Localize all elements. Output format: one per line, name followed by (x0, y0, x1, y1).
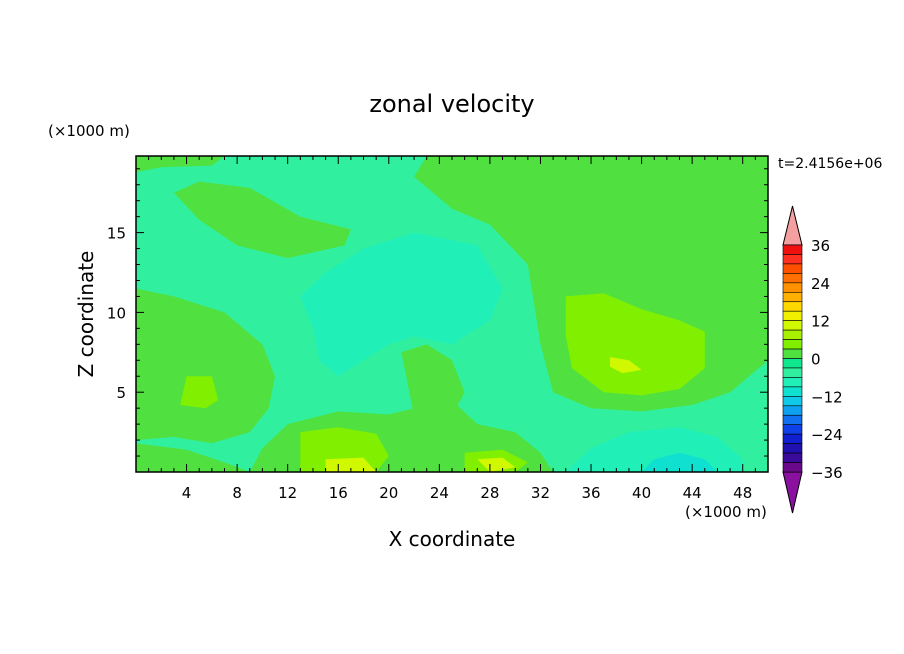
colorbar-tick-label: 12 (811, 313, 830, 331)
colorbar-swatch (782, 301, 803, 312)
contour-region-bottom-right-core-peak (477, 457, 516, 472)
time-label: t=2.4156e+06 (778, 156, 882, 172)
x-axis-label: X coordinate (389, 527, 516, 551)
colorbar-swatch (782, 433, 803, 444)
x-tick-label: 24 (430, 484, 449, 502)
colorbar-swatch (782, 339, 803, 350)
y-tick-label: 10 (107, 304, 126, 322)
y-tick-label: 15 (107, 225, 126, 243)
x-tick-label: 8 (232, 484, 242, 502)
x-tick-label: 44 (683, 484, 702, 502)
chart-title: zonal velocity (369, 90, 534, 118)
y-axis: 5 10 15 (107, 168, 768, 457)
colorbar-swatch (782, 377, 803, 388)
colorbar-under-arrow (782, 471, 803, 514)
colorbar-swatch (782, 273, 803, 284)
contour-region-bottom-left-positive (136, 443, 250, 472)
colorbar-swatch (782, 244, 803, 255)
colorbar-swatch (782, 367, 803, 378)
x-tick-label: 4 (182, 484, 192, 502)
colorbar-swatch (782, 329, 803, 340)
contour-field (136, 156, 768, 472)
x-tick-label: 12 (278, 484, 297, 502)
contour-region-upper-left-blob (173, 181, 351, 259)
contour-region-mid-column-positive (401, 344, 465, 417)
x-tick-label: 28 (480, 484, 499, 502)
colorbar-swatch (782, 405, 803, 416)
colorbar-swatch (782, 462, 803, 473)
colorbar-swatch (782, 443, 803, 454)
x-tick-label: 16 (329, 484, 348, 502)
colorbar-swatch (782, 320, 803, 331)
y-axis-label: Z coordinate (74, 251, 98, 378)
x-axis: 4 8 12 16 20 24 28 32 36 40 44 48 (148, 156, 756, 502)
contour-region-left-side-blob (136, 288, 275, 444)
colorbar-swatch (782, 452, 803, 463)
colorbar-tick-label: 0 (811, 351, 821, 369)
colorbar-swatch (782, 291, 803, 303)
colorbar-swatch (782, 282, 803, 293)
x-tick-label: 48 (733, 484, 752, 502)
colorbar-swatch (782, 254, 803, 265)
colorbar-swatch (782, 358, 803, 369)
colorbar-swatch (782, 414, 803, 426)
x-tick-label: 32 (531, 484, 550, 502)
colorbar-swatch (782, 386, 803, 397)
x-tick-label: 20 (379, 484, 398, 502)
colorbar-tick-label: 36 (811, 237, 830, 255)
colorbar-swatch (782, 424, 803, 435)
x-tick-label: 36 (581, 484, 600, 502)
colorbar-swatch (782, 348, 803, 359)
contour-region-top-left-band (136, 156, 225, 172)
colorbar-swatch (782, 310, 803, 321)
colorbar-swatch (782, 396, 803, 407)
colorbar-tick-label: −12 (811, 388, 843, 406)
y-axis-unit: (×1000 m) (48, 122, 130, 140)
x-tick-label: 40 (632, 484, 651, 502)
colorbar-tick-label: −36 (811, 464, 843, 482)
contour-region-bottom-core-strong (300, 427, 389, 472)
colorbar-tick-label: 24 (811, 275, 830, 293)
contour-region-right-core-strong (565, 293, 705, 396)
contour-region-left-core-strong (180, 376, 219, 409)
y-tick-label: 5 (116, 384, 126, 402)
colorbar-swatch (782, 263, 803, 274)
contour-region-right-core-peak (610, 357, 642, 374)
colorbar-tick-label: −24 (811, 426, 843, 444)
colorbar-over-arrow (782, 205, 803, 246)
colorbar: 36 24 12 0 −12 −24 −36 (782, 205, 843, 514)
x-axis-unit: (×1000 m) (685, 503, 767, 521)
contour-region-bottom-right-deeper-negative (641, 452, 718, 472)
contour-region-center-negative (300, 232, 503, 377)
